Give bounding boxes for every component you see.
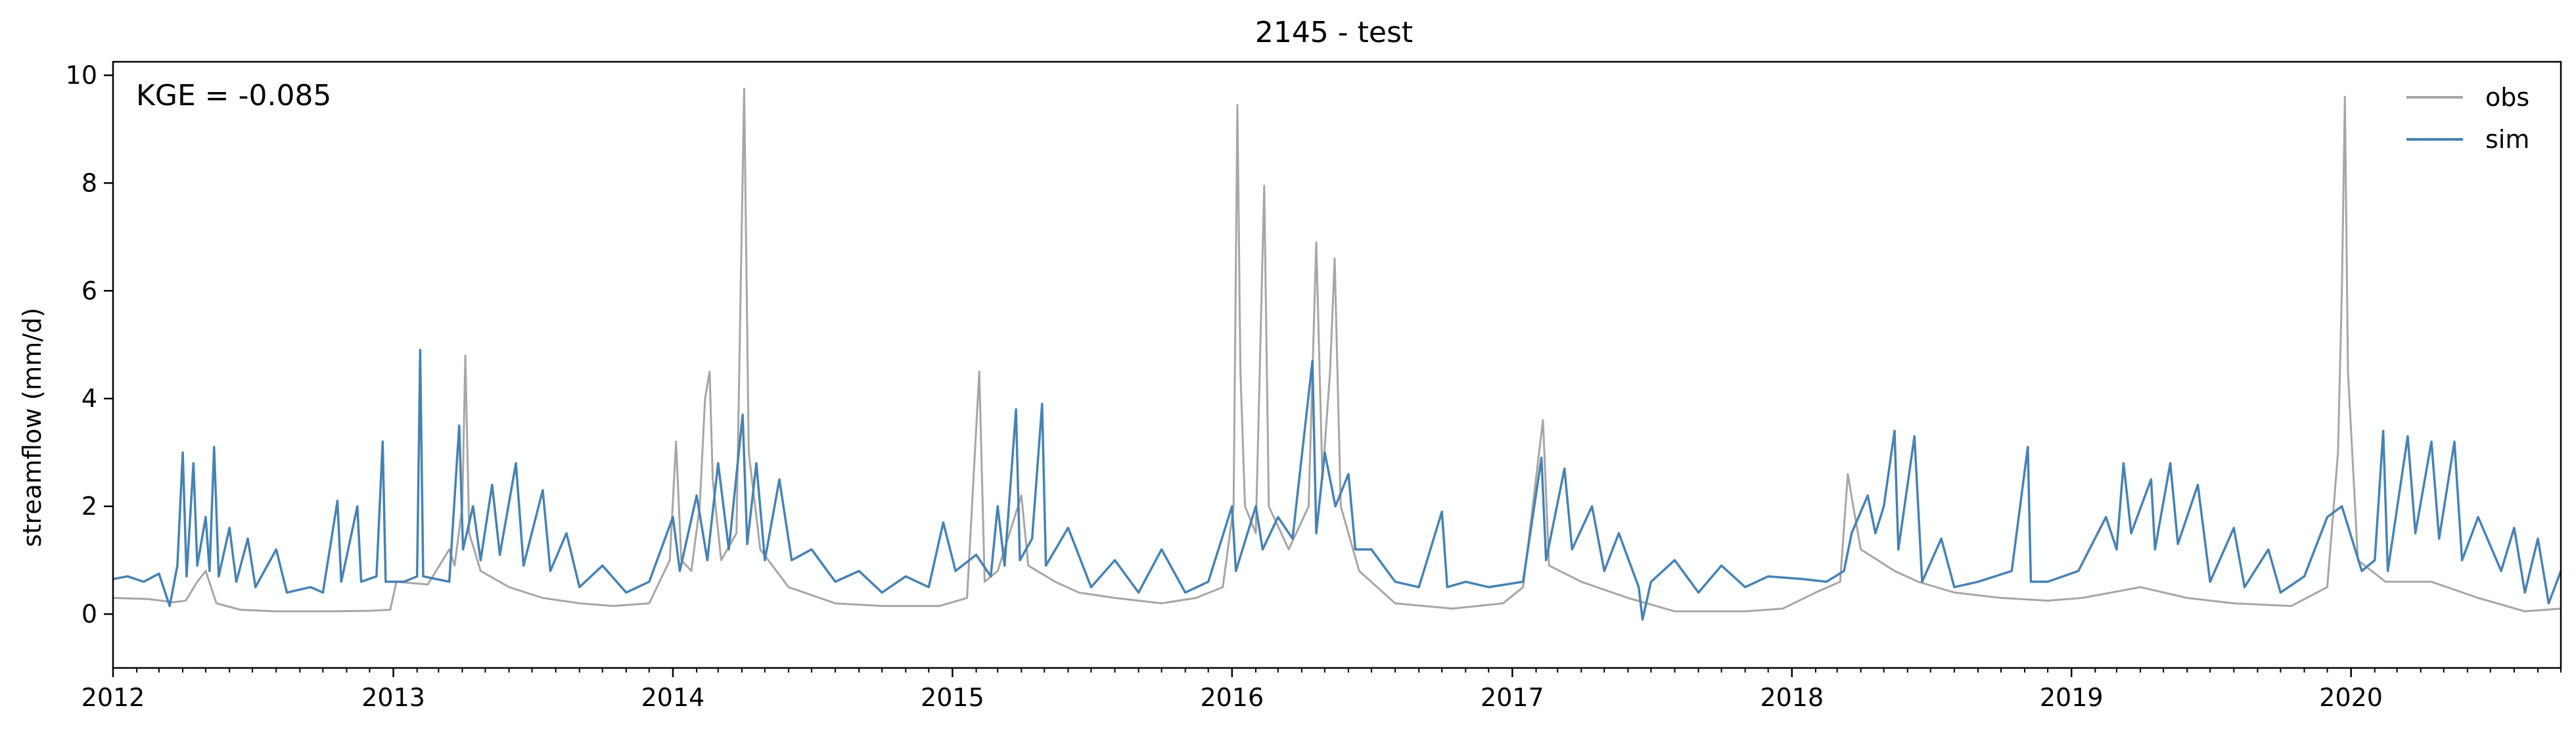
x-tick-label: 2016 [1200, 683, 1264, 712]
plot-area: 2012 2013 2014 2015 2016 2017 2018 2019 2020 0 2 4… [66, 60, 2562, 712]
x-tick-label: 2015 [921, 683, 984, 712]
x-tick-label: 2012 [81, 683, 145, 712]
x-tick-label: 2013 [361, 683, 425, 712]
series-line-sim [112, 348, 2562, 621]
y-tick-label: 0 [81, 600, 97, 628]
x-tick-label: 2017 [1481, 683, 1544, 712]
plot-frame [112, 60, 2562, 669]
legend: obs sim [2406, 83, 2529, 154]
series-layer [112, 87, 2562, 621]
x-tick-label: 2018 [1760, 683, 1824, 712]
y-tick-label: 2 [81, 492, 97, 521]
y-tick-label: 6 [81, 276, 97, 305]
y-axis-label: streamflow (mm/d) [18, 308, 47, 547]
legend-label-obs: obs [2485, 83, 2529, 112]
chart-title: 2145 - test [1255, 16, 1413, 49]
x-tick-label: 2020 [2319, 683, 2383, 712]
x-tick-label: 2014 [641, 683, 705, 712]
y-tick-label: 4 [81, 384, 97, 413]
legend-label-sim: sim [2485, 125, 2529, 154]
y-axis: 0 2 4 6 8 10 [66, 60, 113, 628]
x-axis: 2012 2013 2014 2015 2016 2017 2018 2019 2020 [81, 668, 2562, 712]
y-tick-label: 10 [66, 60, 97, 89]
y-tick-label: 8 [81, 168, 97, 197]
series-line-obs [112, 87, 2562, 613]
kge-annotation: KGE = -0.085 [136, 79, 331, 112]
x-tick-label: 2019 [2040, 683, 2104, 712]
